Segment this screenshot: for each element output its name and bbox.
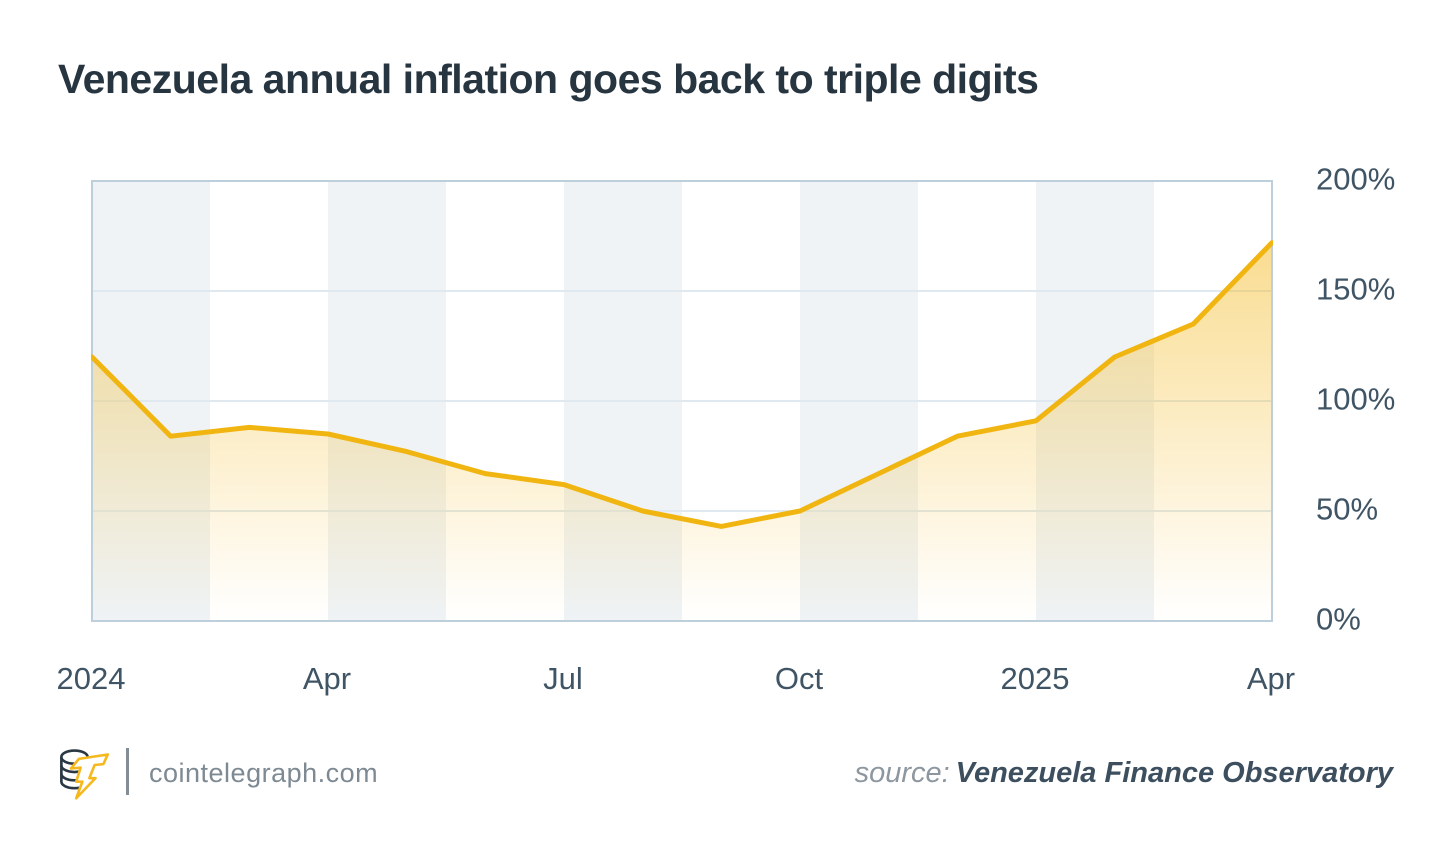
x-tick-label: Apr [1246,661,1296,696]
y-tick-label: 0% [1316,601,1361,637]
source-name: Venezuela Finance Observatory [955,757,1393,789]
source-credit: source: Venezuela Finance Observatory [855,757,1393,790]
lightning-bolt-icon [69,753,110,800]
inflation-area-chart [91,180,1273,622]
y-tick-label: 100% [1316,381,1396,417]
plot-border [91,180,1273,622]
x-tick-label: Oct [774,661,824,696]
footer-divider [126,748,129,795]
area-fill [92,242,1272,621]
y-tick-label: 150% [1316,271,1396,307]
x-tick-label: 2025 [1000,661,1070,696]
y-tick-label: 200% [1316,161,1396,197]
x-tick-label: 2024 [56,661,126,696]
y-tick-label: 50% [1316,491,1379,527]
site-link[interactable]: cointelegraph.com [149,758,379,788]
x-tick-label: Apr [302,661,352,696]
x-tick-label: Jul [543,661,583,696]
source-label: source: [854,757,950,789]
chart-title: Venezuela annual inflation goes back to … [58,56,1039,102]
inflation-line [91,240,1273,529]
cointelegraph-logo-icon [60,749,110,800]
